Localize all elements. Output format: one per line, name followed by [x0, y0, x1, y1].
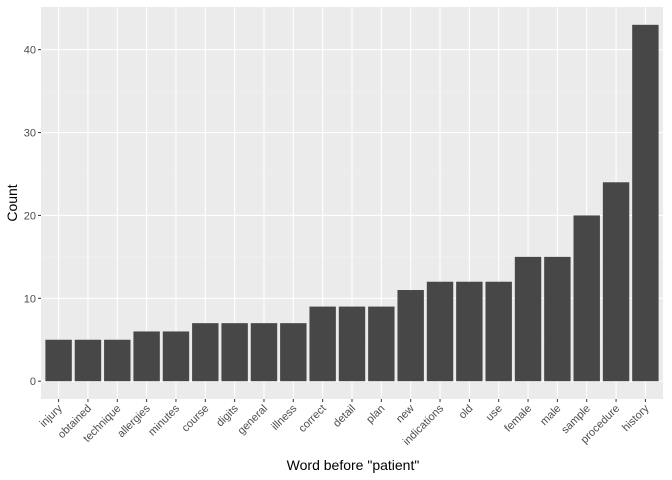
x-tick-label: allergies [115, 402, 153, 440]
bar-detail [338, 306, 366, 382]
x-tick-label: new [394, 403, 417, 426]
y-axis-title: Count [4, 184, 20, 221]
x-tick-label: detail [331, 403, 358, 430]
bar-indications [426, 281, 454, 382]
bar-use [485, 281, 512, 382]
bars [45, 24, 659, 382]
x-tick-label: general [236, 403, 270, 437]
bar-allergies [133, 331, 160, 382]
bar-minutes [162, 331, 190, 382]
bar-illness [280, 323, 307, 382]
bar-obtained [74, 339, 102, 382]
x-tick-label: plan [364, 403, 387, 426]
x-tick-label: injury [38, 402, 65, 429]
x-tick-label: digits [214, 402, 241, 429]
bar-general [250, 323, 278, 382]
bar-injury [45, 339, 72, 382]
bar-technique [104, 339, 131, 382]
bar-procedure [602, 182, 630, 382]
y-tick-label: 0 [30, 376, 36, 388]
x-tick-label: illness [269, 402, 299, 432]
y-tick-label: 20 [24, 210, 36, 222]
bar-new [397, 290, 424, 382]
x-tick-label: minutes [146, 402, 182, 438]
x-tick-label: female [502, 403, 534, 435]
bar-digits [221, 323, 248, 382]
bar-old [456, 281, 483, 382]
x-axis-ticks: injuryobtainedtechniqueallergiesminutesc… [38, 399, 652, 448]
x-tick-label: use [484, 403, 505, 424]
x-axis-title: Word before "patient" [287, 457, 420, 473]
y-tick-label: 30 [24, 128, 36, 140]
y-tick-label: 10 [24, 293, 36, 305]
bar-male [544, 256, 571, 382]
x-tick-label: male [538, 403, 563, 428]
bar-female [514, 256, 542, 382]
bar-history [632, 24, 659, 382]
x-tick-label: course [180, 403, 212, 435]
x-tick-label: history [620, 402, 652, 434]
bar-course [192, 323, 219, 382]
y-axis-ticks: 0 10 20 30 40 [24, 45, 41, 388]
bar-sample [573, 215, 600, 382]
x-tick-label: old [457, 403, 476, 422]
bar-plan [368, 306, 395, 382]
x-tick-label: correct [297, 403, 329, 435]
bar-correct [309, 306, 336, 382]
y-tick-label: 40 [24, 45, 36, 57]
